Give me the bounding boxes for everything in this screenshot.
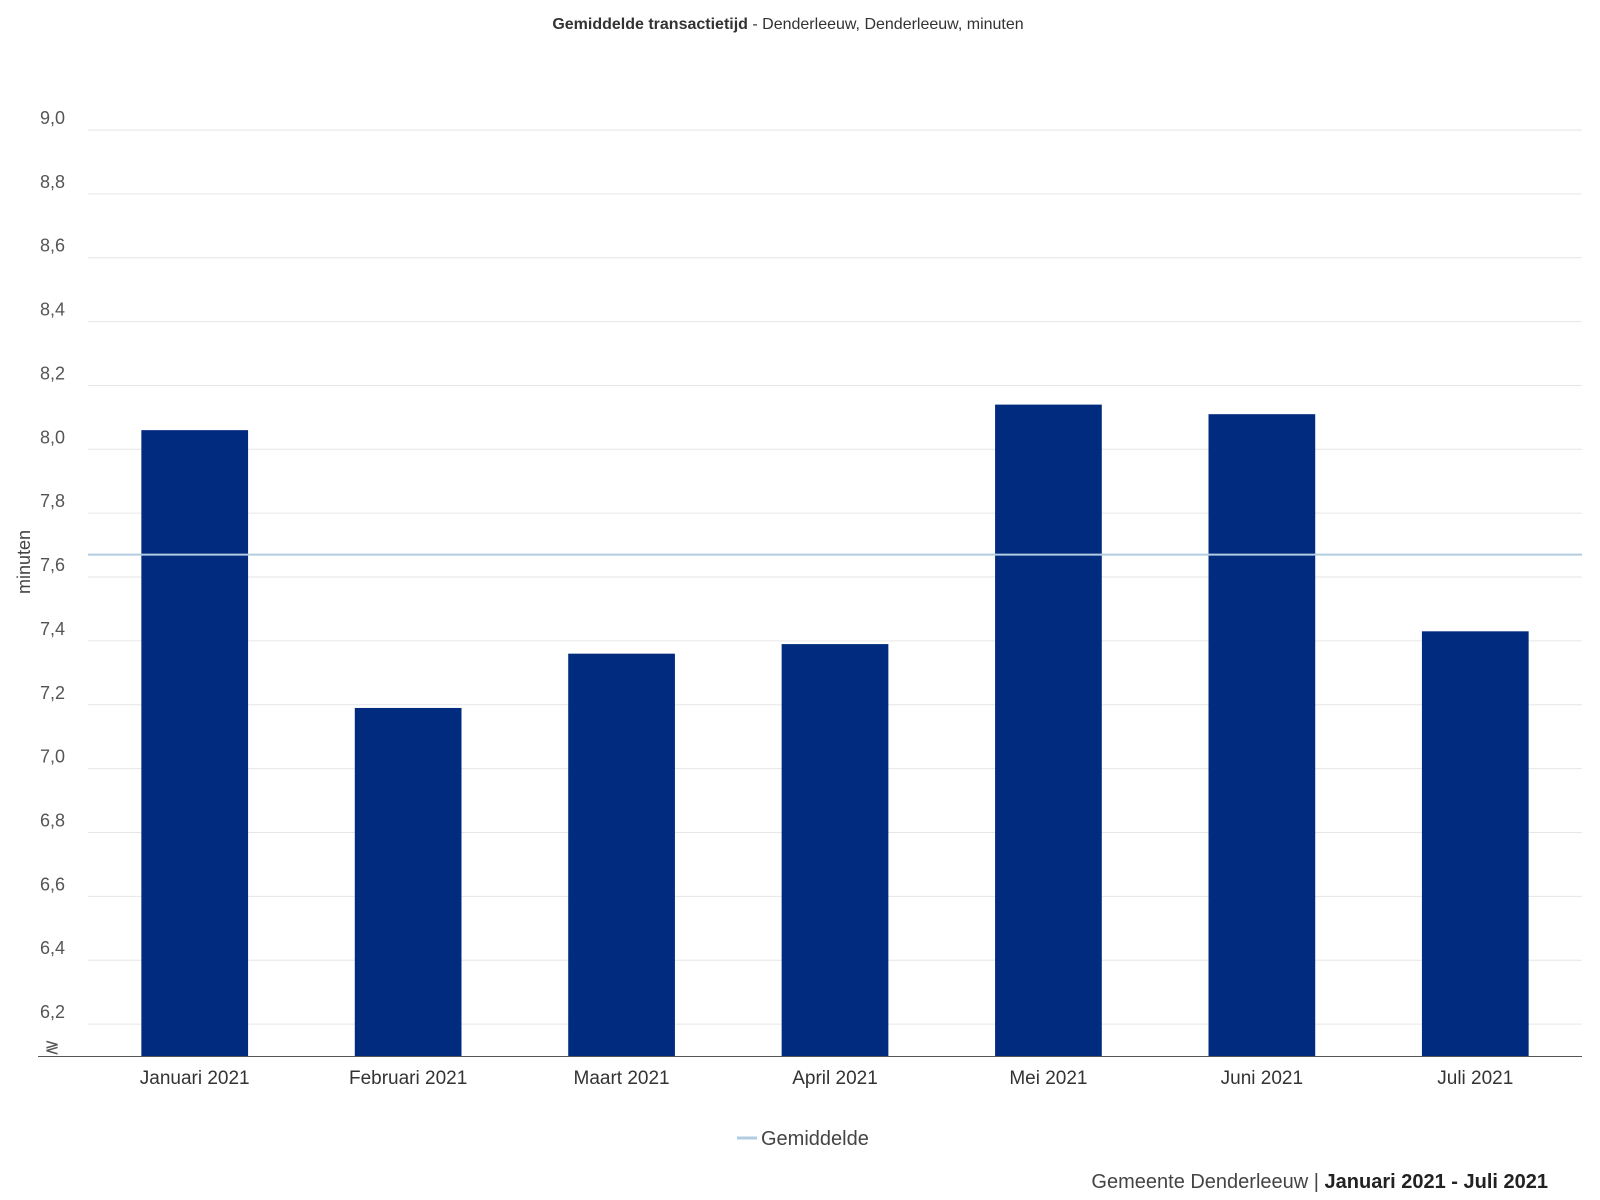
bar[interactable]	[1208, 414, 1316, 1056]
x-tick-label: Januari 2021	[140, 1068, 250, 1089]
x-tick-label: Juli 2021	[1437, 1068, 1513, 1089]
chart-title: Gemiddelde transactietijd - Denderleeuw,…	[552, 16, 1023, 33]
y-tick-label: 6,4	[40, 938, 65, 958]
y-tick-label: 6,8	[40, 810, 65, 830]
x-tick-label: Mei 2021	[1009, 1068, 1087, 1089]
chart-subtitle: - Denderleeuw, Denderleeuw, minuten	[748, 16, 1024, 33]
y-tick-label: 9,0	[40, 108, 65, 128]
x-tick-label: Juni 2021	[1221, 1068, 1303, 1089]
legend-label-average[interactable]: Gemiddelde	[761, 1128, 869, 1150]
bar[interactable]	[354, 707, 462, 1056]
y-tick-label: 6,2	[40, 1002, 65, 1022]
x-tick-label: Maart 2021	[574, 1068, 670, 1089]
footer-separator: |	[1308, 1171, 1324, 1193]
bar[interactable]	[1421, 631, 1529, 1056]
bar[interactable]	[781, 644, 889, 1056]
y-tick-label: 8,8	[40, 172, 65, 192]
bar[interactable]	[568, 653, 675, 1056]
axis-break-symbol: ≷	[44, 1037, 59, 1057]
y-tick-label: 7,8	[40, 491, 65, 511]
y-tick-label: 7,2	[40, 683, 65, 703]
y-tick-label: 8,4	[40, 300, 65, 320]
y-tick-label: 7,6	[40, 555, 65, 575]
bar[interactable]	[995, 404, 1102, 1056]
x-tick-label: Februari 2021	[349, 1068, 467, 1089]
y-axis-ticks: 6,2 6,4 6,6 6,8 7,0 7,2 7,4 7,6 7,8 8,0 8,2 8,4 8,6 8…	[40, 108, 65, 1022]
y-tick-label: 8,6	[40, 236, 65, 256]
y-tick-label: 8,0	[40, 427, 65, 447]
y-tick-label: 6,6	[40, 874, 65, 894]
y-tick-label: 7,0	[40, 747, 65, 767]
x-tick-label: April 2021	[792, 1068, 878, 1089]
y-tick-label: 7,4	[40, 619, 65, 639]
y-tick-label: 8,2	[40, 363, 65, 383]
legend[interactable]: Gemiddelde	[737, 1128, 869, 1150]
chart-title-main: Gemiddelde transactietijd	[552, 16, 748, 33]
bars	[141, 404, 1529, 1056]
footer-period: Januari 2021 - Juli 2021	[1325, 1171, 1548, 1193]
bar[interactable]	[141, 430, 249, 1056]
y-axis-title: minuten	[14, 530, 34, 594]
footer-source: Gemeente Denderleeuw	[1091, 1171, 1308, 1193]
x-axis: Januari 2021 Februari 2021 Maart 2021 April…	[38, 1056, 1582, 1089]
footer: Gemeente Denderleeuw | Januari 2021 - Ju…	[1091, 1171, 1548, 1193]
